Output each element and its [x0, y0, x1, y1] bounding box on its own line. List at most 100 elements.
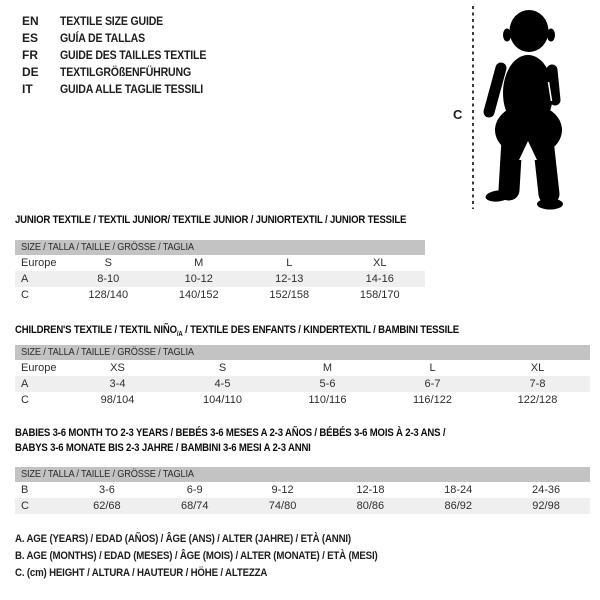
- table-row: C 98/104 104/110 110/116 116/122 122/128: [15, 392, 590, 408]
- language-row: DE TEXTILGRÖßENFÜHRUNG: [22, 64, 226, 81]
- value-cell: 104/110: [203, 394, 242, 406]
- babies-table-title: BABIES 3-6 MONTH TO 2-3 YEARS / BEBÉS 3-…: [15, 426, 510, 456]
- table-row: C 62/68 68/74 74/80 80/86 86/92 92/98: [15, 498, 590, 514]
- value-cell: M: [322, 362, 333, 374]
- row-label-cell: Europe: [21, 362, 57, 374]
- row-label-cell: B: [21, 484, 29, 496]
- babies-size-table: B 3-6 6-9 9-12 12-18 18-24 24-36 C 62/68 68/74 74/…: [15, 482, 590, 514]
- children-title-pre: CHILDREN'S TEXTILE / TEXTIL NIÑO: [15, 324, 177, 336]
- language-list: EN TEXTILE SIZE GUIDE ES GUÍA DE TALLAS FR…: [22, 13, 226, 98]
- value-cell: 74/80: [268, 500, 297, 512]
- value-cell: 14-16: [365, 273, 394, 285]
- size-header-text: SIZE / TALLA / TAILLE / GRÖSSE / TAGLIA: [21, 241, 194, 253]
- babies-title-line1: BABIES 3-6 MONTH TO 2-3 YEARS / BEBÉS 3-…: [15, 427, 446, 439]
- value-cell: XL: [530, 362, 545, 374]
- value-cell: 6-7: [424, 378, 441, 390]
- language-label: TEXTILE SIZE GUIDE: [60, 14, 164, 28]
- value-cell: 80/86: [356, 500, 385, 512]
- baby-silhouette-icon: [483, 10, 563, 210]
- value-cell: 140/152: [178, 289, 219, 301]
- language-code: DE: [22, 65, 39, 79]
- language-row: EN TEXTILE SIZE GUIDE: [22, 13, 226, 30]
- table-row: C 128/140 140/152 152/158 158/170: [15, 287, 425, 303]
- value-cell: 10-12: [184, 273, 213, 285]
- footnote-a: A. AGE (YEARS) / EDAD (AÑOS) / ÂGE (ANS)…: [15, 533, 351, 545]
- footnote-line: C. (cm) HEIGHT / ALTURA / HAUTEUR / HÖHE…: [15, 565, 427, 582]
- language-code: IT: [22, 82, 33, 96]
- value-cell: 12-18: [356, 484, 385, 496]
- row-label-cell: A: [21, 378, 29, 390]
- junior-table-title-text: JUNIOR TEXTILE / TEXTIL JUNIOR/ TEXTILE …: [15, 214, 407, 226]
- language-label: GUIDA ALLE TAGLIE TESSILI: [60, 82, 204, 96]
- footnote-line: A. AGE (YEARS) / EDAD (AÑOS) / ÂGE (ANS)…: [15, 531, 427, 548]
- value-cell: 5-6: [319, 378, 336, 390]
- language-code: FR: [22, 48, 38, 62]
- value-cell: S: [104, 257, 112, 269]
- row-label-cell: C: [21, 289, 29, 301]
- table-row: A 3-4 4-5 5-6 6-7 7-8: [15, 376, 590, 392]
- footnote-line: B. AGE (MONTHS) / EDAD (MESES) / ÂGE (MO…: [15, 548, 427, 565]
- value-cell: 128/140: [88, 289, 129, 301]
- size-header-text: SIZE / TALLA / TAILLE / GRÖSSE / TAGLIA: [21, 346, 194, 358]
- footnote-c: C. (cm) HEIGHT / ALTURA / HAUTEUR / HÖHE…: [15, 567, 268, 579]
- table-row: Europe S M L XL: [15, 255, 425, 271]
- value-cell: 62/68: [93, 500, 121, 512]
- value-cell: 122/128: [517, 394, 558, 406]
- value-cell: 4-5: [214, 378, 231, 390]
- height-dotted-line: [472, 6, 474, 209]
- height-label-c: C: [453, 107, 463, 122]
- value-cell: XS: [110, 362, 125, 374]
- value-cell: 3-6: [98, 484, 115, 496]
- children-size-header-bar: SIZE / TALLA / TAILLE / GRÖSSE / TAGLIA: [15, 345, 590, 360]
- row-label-cell: C: [21, 500, 29, 512]
- value-cell: 86/92: [444, 500, 472, 512]
- language-code: EN: [22, 14, 39, 28]
- row-label-cell: C: [21, 394, 29, 406]
- value-cell: 7-8: [529, 378, 546, 390]
- value-cell: M: [194, 257, 204, 269]
- babies-size-header-bar: SIZE / TALLA / TAILLE / GRÖSSE / TAGLIA: [15, 467, 590, 482]
- babies-title-line2: BABYS 3-6 MONATE BIS 2-3 JAHRE / BAMBINI…: [15, 442, 311, 454]
- value-cell: L: [286, 257, 293, 269]
- value-cell: 3-4: [109, 378, 126, 390]
- value-cell: 9-12: [271, 484, 294, 496]
- value-cell: 12-13: [275, 273, 304, 285]
- language-row: FR GUIDE DES TAILLES TEXTILE: [22, 47, 226, 64]
- size-header-text: SIZE / TALLA / TAILLE / GRÖSSE / TAGLIA: [21, 468, 194, 480]
- footnote-b: B. AGE (MONTHS) / EDAD (MESES) / ÂGE (MO…: [15, 550, 378, 562]
- language-code: ES: [22, 31, 39, 45]
- value-cell: 18-24: [444, 484, 473, 496]
- table-row: Europe XS S M L XL: [15, 360, 590, 376]
- value-cell: 92/98: [532, 500, 560, 512]
- value-cell: 6-9: [186, 484, 203, 496]
- language-label: GUIDE DES TAILLES TEXTILE: [60, 48, 207, 62]
- junior-size-table: Europe S M L XL A 8-10 10-12 12-13 14-16 C 128/140 1…: [15, 255, 425, 303]
- children-title-post: / TEXTILE DES ENFANTS / KINDERTEXTIL / B…: [182, 324, 459, 336]
- row-label-cell: Europe: [21, 257, 57, 269]
- row-label-cell: A: [21, 273, 29, 285]
- value-cell: S: [218, 362, 227, 374]
- value-cell: 24-36: [532, 484, 561, 496]
- value-cell: L: [429, 362, 436, 374]
- value-cell: 116/122: [413, 394, 452, 406]
- language-row: ES GUÍA DE TALLAS: [22, 30, 226, 47]
- table-row: A 8-10 10-12 12-13 14-16: [15, 271, 425, 287]
- value-cell: 68/74: [180, 500, 209, 512]
- children-table-title: CHILDREN'S TEXTILE / TEXTIL NIÑO/A / TEX…: [15, 324, 525, 338]
- language-label: GUÍA DE TALLAS: [60, 31, 145, 45]
- value-cell: 110/116: [308, 394, 347, 406]
- value-cell: 158/170: [359, 289, 400, 301]
- value-cell: 8-10: [97, 273, 120, 285]
- language-row: IT GUIDA ALLE TAGLIE TESSILI: [22, 81, 226, 98]
- value-cell: 152/158: [269, 289, 310, 301]
- value-cell: 98/104: [100, 394, 135, 406]
- junior-table-title: JUNIOR TEXTILE / TEXTIL JUNIOR/ TEXTILE …: [15, 214, 465, 226]
- children-table-title-text: CHILDREN'S TEXTILE / TEXTIL NIÑO/A / TEX…: [15, 324, 459, 338]
- footnotes: A. AGE (YEARS) / EDAD (AÑOS) / ÂGE (ANS)…: [15, 531, 427, 582]
- children-size-table: Europe XS S M L XL A 3-4 4-5 5-6 6-7 7-8 C 98/104 104/…: [15, 360, 590, 408]
- table-row: B 3-6 6-9 9-12 12-18 18-24 24-36: [15, 482, 590, 498]
- value-cell: XL: [373, 257, 387, 269]
- children-title-sub: /A: [176, 331, 183, 339]
- language-label: TEXTILGRÖßENFÜHRUNG: [60, 65, 192, 79]
